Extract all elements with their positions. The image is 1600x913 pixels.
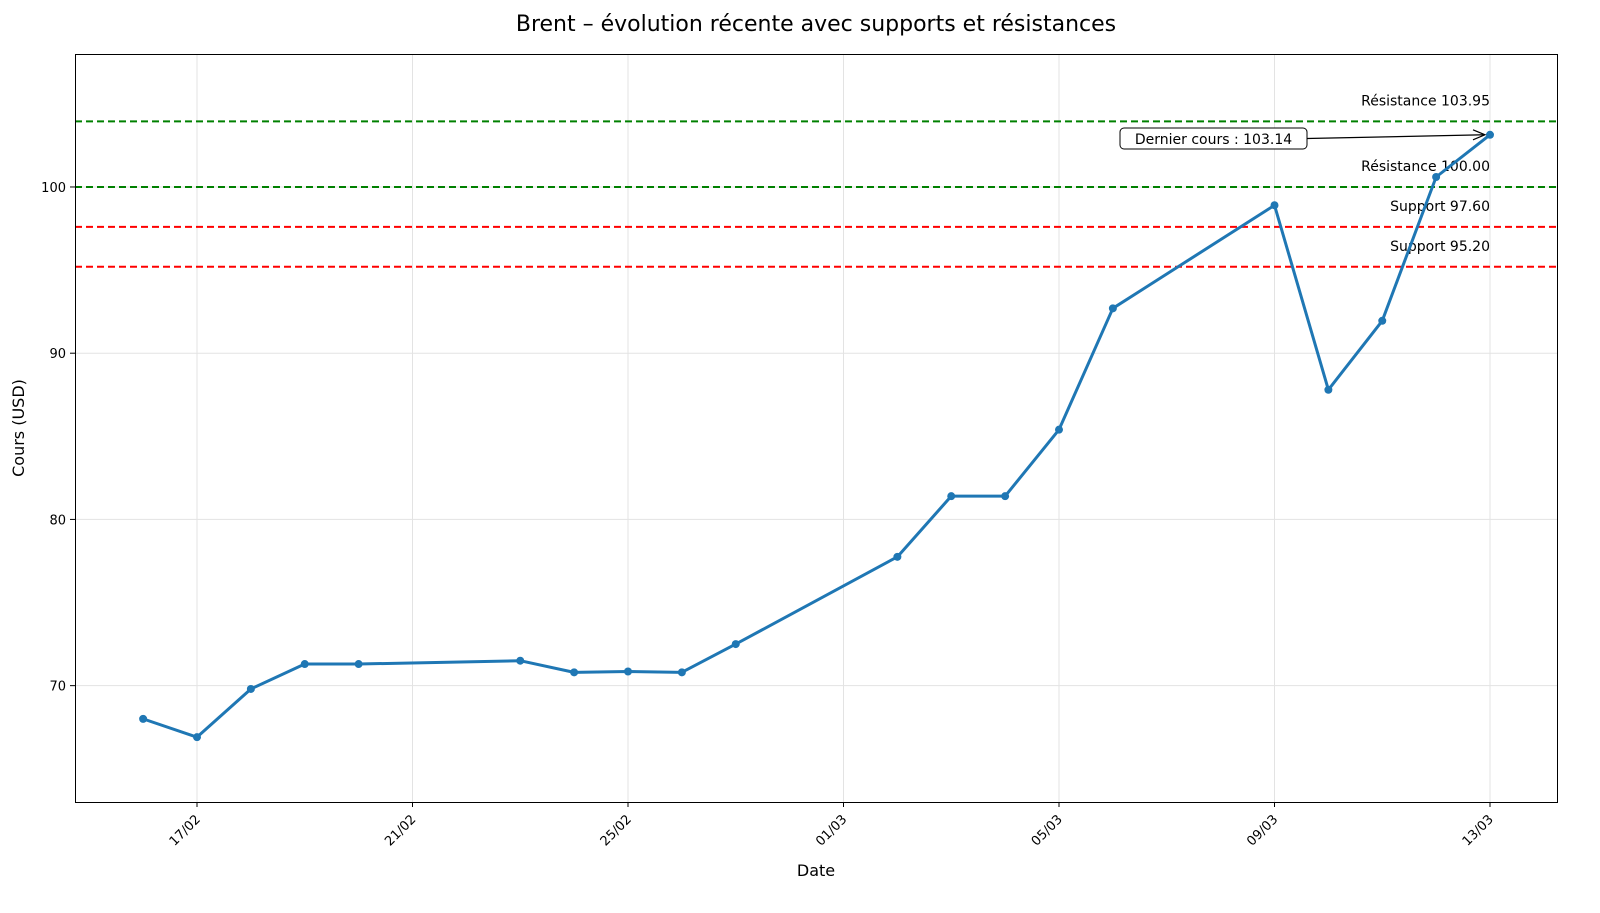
x-tick-label: 05/03 bbox=[1029, 812, 1066, 849]
x-tick-label: 17/02 bbox=[167, 812, 204, 849]
level-label: Résistance 100.00 bbox=[1361, 159, 1490, 175]
plot-frame bbox=[75, 54, 1558, 803]
annotation-arrowhead bbox=[1472, 129, 1487, 141]
annotation-text: Dernier cours : 103.14 bbox=[1135, 132, 1292, 148]
chart-title: Brent – évolution récente avec supports … bbox=[516, 12, 1116, 37]
x-tick-label: 21/02 bbox=[382, 812, 419, 849]
data-point bbox=[1378, 316, 1387, 325]
data-point bbox=[1486, 130, 1494, 139]
x-tick-label: 09/03 bbox=[1244, 812, 1281, 849]
level-lines: Résistance 103.95 Résistance 100.00 Suppor… bbox=[75, 93, 1557, 268]
data-point bbox=[1108, 304, 1117, 313]
level-label: Résistance 103.95 bbox=[1361, 93, 1490, 109]
data-point bbox=[516, 656, 525, 665]
level-label: Support 97.60 bbox=[1390, 199, 1490, 215]
series bbox=[139, 130, 1494, 742]
data-point bbox=[947, 492, 956, 501]
annotation-arrow bbox=[1306, 134, 1486, 140]
x-tick-label: 13/03 bbox=[1460, 812, 1497, 849]
data-point bbox=[354, 660, 363, 669]
data-point bbox=[624, 667, 632, 676]
data-point bbox=[893, 552, 902, 561]
x-axis-label: Date bbox=[797, 861, 835, 880]
y-axis-label: Cours (USD) bbox=[9, 379, 28, 477]
data-point bbox=[246, 684, 255, 693]
axes: 17/02 21/02 25/02 01/03 05/03 09/03 13/03 70 80 9… bbox=[41, 181, 1497, 849]
level-label: Support 95.20 bbox=[1390, 239, 1490, 255]
y-tick-label: 80 bbox=[49, 513, 66, 528]
y-tick-label: 90 bbox=[49, 347, 66, 362]
data-point bbox=[570, 668, 579, 677]
x-tick-label: 25/02 bbox=[598, 812, 635, 849]
annotation-box bbox=[1119, 127, 1308, 150]
y-tick-label: 100 bbox=[41, 181, 66, 196]
series-line bbox=[142, 133, 1491, 739]
data-point bbox=[139, 714, 148, 723]
x-tick-label: 01/03 bbox=[813, 812, 850, 849]
y-tick-label: 70 bbox=[49, 680, 66, 695]
data-point bbox=[1432, 173, 1441, 182]
data-point bbox=[677, 668, 686, 677]
data-point bbox=[1055, 425, 1063, 434]
data-point bbox=[193, 733, 201, 742]
data-point bbox=[1001, 492, 1010, 501]
annotation: Dernier cours : 103.14 bbox=[1119, 127, 1487, 150]
data-point bbox=[1270, 201, 1279, 210]
data-point bbox=[1324, 385, 1333, 394]
grid bbox=[75, 54, 1557, 802]
data-point bbox=[300, 660, 309, 669]
data-point bbox=[731, 640, 740, 649]
